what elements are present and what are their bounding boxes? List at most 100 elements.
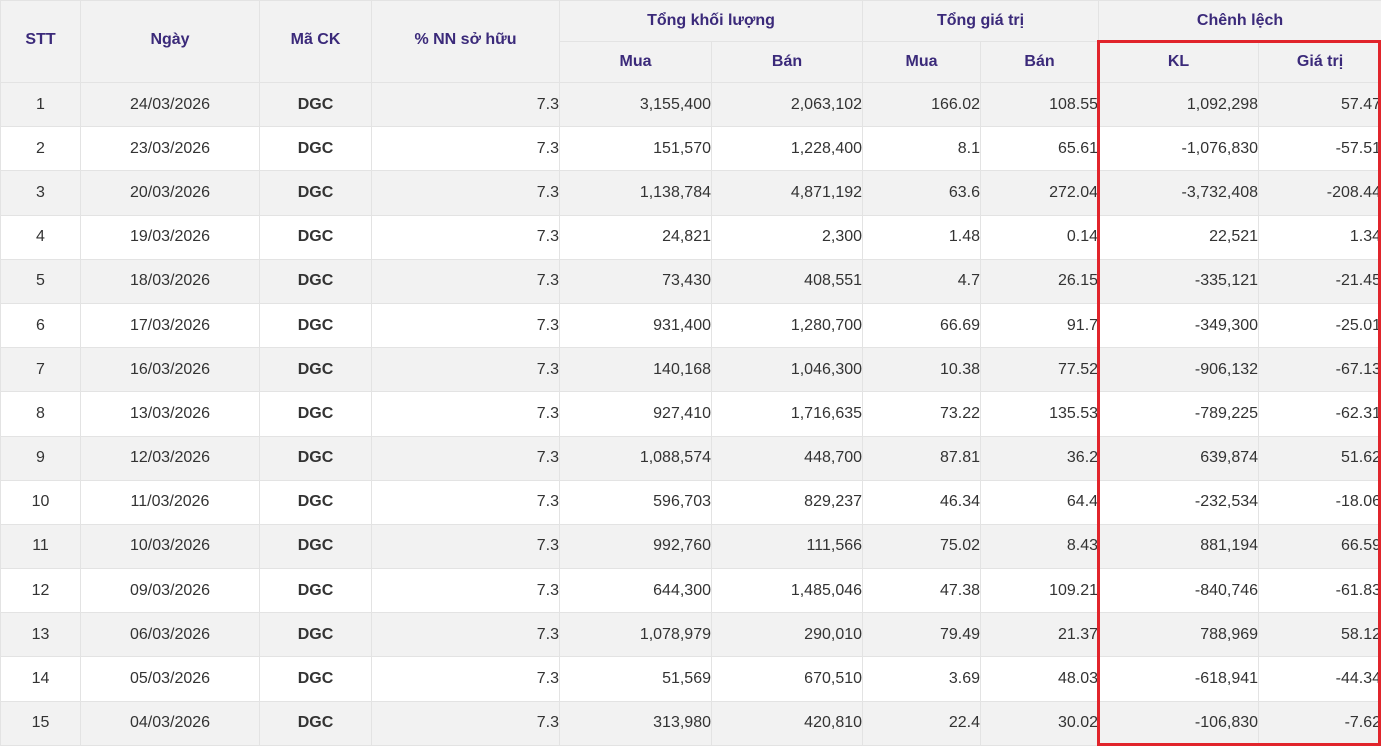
cell-diff-value: -61.83 (1258, 568, 1381, 614)
cell-stock-code[interactable]: DGC (259, 391, 372, 437)
cell-stock-code[interactable]: DGC (259, 170, 372, 216)
table-row[interactable]: 7 16/03/2026 DGC 7.3 140,168 1,046,300 10.38 77… (0, 347, 1381, 393)
cell-stock-code[interactable]: DGC (259, 479, 372, 525)
cell-stt: 7 (0, 347, 81, 393)
header-volume-buy[interactable]: Mua (559, 41, 712, 83)
cell-date: 10/03/2026 (80, 523, 260, 570)
cell-volume-buy: 1,088,574 (559, 435, 712, 481)
header-diff-value[interactable]: Giá trị (1258, 41, 1381, 83)
table-row[interactable]: 15 04/03/2026 DGC 7.3 313,980 420,810 22.4 30.0… (0, 700, 1381, 746)
cell-value-sell: 36.2 (980, 435, 1100, 481)
cell-value-buy: 47.38 (862, 568, 982, 614)
table-row[interactable]: 12 09/03/2026 DGC 7.3 644,300 1,485,046 47.38 1… (0, 568, 1381, 614)
table-row[interactable]: 3 20/03/2026 DGC 7.3 1,138,784 4,871,192 63.6 2… (0, 170, 1381, 216)
cell-diff-volume: -3,732,408 (1098, 170, 1260, 216)
cell-value-sell: 65.61 (980, 126, 1100, 172)
cell-volume-sell: 1,280,700 (710, 302, 864, 349)
cell-stock-code[interactable]: DGC (259, 126, 372, 172)
cell-stock-code[interactable]: DGC (259, 214, 372, 260)
cell-stt: 9 (0, 435, 81, 481)
header-stt[interactable]: STT (0, 0, 81, 83)
table-row[interactable]: 13 06/03/2026 DGC 7.3 1,078,979 290,010 79.49 2… (0, 612, 1381, 658)
cell-diff-volume: -618,941 (1098, 656, 1260, 702)
cell-stt: 1 (0, 81, 81, 128)
cell-volume-sell: 408,551 (710, 258, 864, 304)
cell-volume-sell: 1,046,300 (710, 347, 864, 393)
cell-diff-value: 66.59 (1258, 523, 1381, 570)
cell-foreign-ownership: 7.3 (371, 435, 560, 481)
cell-value-sell: 272.04 (980, 170, 1100, 216)
table-row[interactable]: 8 13/03/2026 DGC 7.3 927,410 1,716,635 73.22 13… (0, 391, 1381, 437)
table-row[interactable]: 4 19/03/2026 DGC 7.3 24,821 2,300 1.48 0.14 22,5… (0, 214, 1381, 260)
cell-value-sell: 135.53 (980, 391, 1100, 437)
cell-date: 04/03/2026 (80, 700, 260, 746)
cell-stock-code[interactable]: DGC (259, 656, 372, 702)
cell-volume-buy: 73,430 (559, 258, 712, 304)
table-header: STT Ngày Mã CK % NN sở hữu Tổng khối lượ… (0, 0, 1381, 83)
cell-value-buy: 3.69 (862, 656, 982, 702)
table-row[interactable]: 6 17/03/2026 DGC 7.3 931,400 1,280,700 66.69 91… (0, 302, 1381, 349)
cell-value-sell: 91.7 (980, 302, 1100, 349)
cell-date: 20/03/2026 (80, 170, 260, 216)
table-row[interactable]: 9 12/03/2026 DGC 7.3 1,088,574 448,700 87.81 36… (0, 435, 1381, 481)
cell-volume-sell: 2,063,102 (710, 81, 864, 128)
header-date[interactable]: Ngày (80, 0, 260, 83)
cell-date: 19/03/2026 (80, 214, 260, 260)
cell-date: 06/03/2026 (80, 612, 260, 658)
cell-stock-code[interactable]: DGC (259, 523, 372, 570)
cell-date: 16/03/2026 (80, 347, 260, 393)
table-row[interactable]: 10 11/03/2026 DGC 7.3 596,703 829,237 46.34 64.… (0, 479, 1381, 525)
cell-value-sell: 64.4 (980, 479, 1100, 525)
cell-foreign-ownership: 7.3 (371, 700, 560, 746)
table-row[interactable]: 5 18/03/2026 DGC 7.3 73,430 408,551 4.7 26.15 -3… (0, 258, 1381, 304)
header-total-volume: Tổng khối lượng (558, 0, 864, 42)
cell-diff-value: -208.44 (1258, 170, 1381, 216)
cell-volume-buy: 51,569 (559, 656, 712, 702)
cell-volume-sell: 2,300 (710, 214, 864, 260)
header-diff-volume[interactable]: KL (1098, 41, 1260, 83)
cell-stock-code[interactable]: DGC (259, 347, 372, 393)
cell-value-sell: 8.43 (980, 523, 1100, 570)
header-stock-code[interactable]: Mã CK (259, 0, 372, 83)
cell-diff-volume: 22,521 (1098, 214, 1260, 260)
header-value-buy[interactable]: Mua (862, 41, 982, 83)
cell-volume-buy: 931,400 (559, 302, 712, 349)
cell-foreign-ownership: 7.3 (371, 568, 560, 614)
cell-stock-code[interactable]: DGC (259, 700, 372, 746)
cell-diff-value: -67.13 (1258, 347, 1381, 393)
cell-stock-code[interactable]: DGC (259, 435, 372, 481)
cell-foreign-ownership: 7.3 (371, 612, 560, 658)
cell-diff-value: -44.34 (1258, 656, 1381, 702)
table-row[interactable]: 11 10/03/2026 DGC 7.3 992,760 111,566 75.02 8.4… (0, 523, 1381, 570)
header-value-sell[interactable]: Bán (980, 41, 1100, 83)
cell-foreign-ownership: 7.3 (371, 258, 560, 304)
header-foreign-ownership[interactable]: % NN sở hữu (371, 0, 560, 83)
header-volume-sell[interactable]: Bán (710, 41, 864, 83)
cell-diff-volume: 1,092,298 (1098, 81, 1260, 128)
cell-value-sell: 26.15 (980, 258, 1100, 304)
cell-value-sell: 48.03 (980, 656, 1100, 702)
cell-diff-value: -18.06 (1258, 479, 1381, 525)
cell-value-sell: 21.37 (980, 612, 1100, 658)
cell-diff-value: 57.47 (1258, 81, 1381, 128)
table-row[interactable]: 1 24/03/2026 DGC 7.3 3,155,400 2,063,102 166.0… (0, 81, 1381, 128)
cell-volume-buy: 992,760 (559, 523, 712, 570)
cell-stock-code[interactable]: DGC (259, 568, 372, 614)
cell-stock-code[interactable]: DGC (259, 612, 372, 658)
cell-stt: 3 (0, 170, 81, 216)
cell-diff-volume: -840,746 (1098, 568, 1260, 614)
cell-stt: 14 (0, 656, 81, 702)
cell-stt: 5 (0, 258, 81, 304)
cell-stock-code[interactable]: DGC (259, 302, 372, 349)
table-row[interactable]: 2 23/03/2026 DGC 7.3 151,570 1,228,400 8.1 65.6… (0, 126, 1381, 172)
cell-date: 09/03/2026 (80, 568, 260, 614)
cell-stock-code[interactable]: DGC (259, 81, 372, 128)
cell-volume-sell: 420,810 (710, 700, 864, 746)
table-row[interactable]: 14 05/03/2026 DGC 7.3 51,569 670,510 3.69 48.03… (0, 656, 1381, 702)
cell-stt: 15 (0, 700, 81, 746)
cell-date: 12/03/2026 (80, 435, 260, 481)
cell-stock-code[interactable]: DGC (259, 258, 372, 304)
cell-diff-volume: 881,194 (1098, 523, 1260, 570)
cell-value-sell: 0.14 (980, 214, 1100, 260)
cell-stt: 4 (0, 214, 81, 260)
